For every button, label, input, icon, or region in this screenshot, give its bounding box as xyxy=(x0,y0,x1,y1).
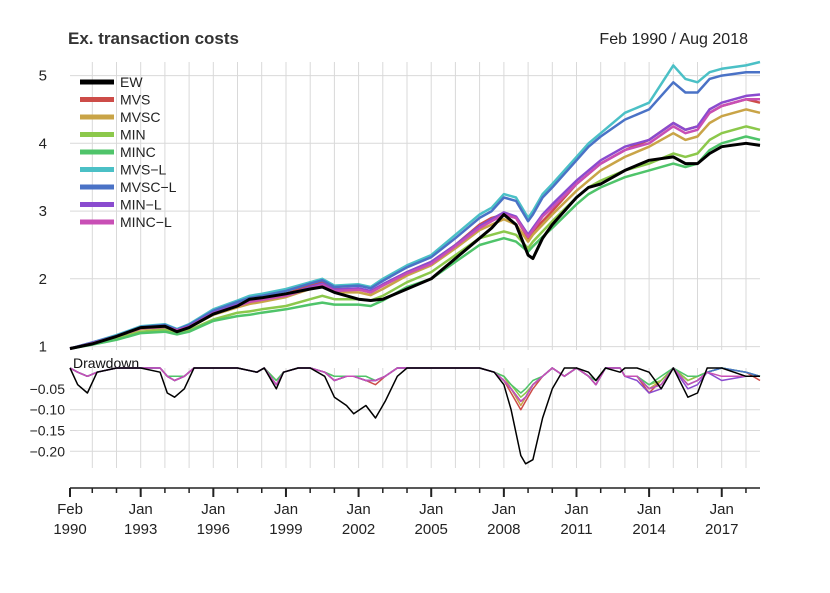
drawdown-title: Drawdown xyxy=(73,355,139,371)
legend-label: MINC−L xyxy=(120,214,172,230)
y-tick-label: 4 xyxy=(39,135,47,152)
x-tick-label: 2011 xyxy=(560,521,592,538)
chart-title: Ex. transaction costs xyxy=(68,29,240,48)
legend-label: MVSC xyxy=(120,109,160,125)
cum-line-minc xyxy=(69,135,761,350)
y-tick-label: 2 xyxy=(39,271,47,288)
x-tick-label: Jan xyxy=(710,501,734,518)
cum-line-mvs-l xyxy=(69,60,761,350)
y-tick-label: 3 xyxy=(39,203,47,220)
cum-line-ew xyxy=(69,141,761,351)
y-tick-label: 5 xyxy=(39,68,47,85)
cum-line-min-l xyxy=(69,93,761,350)
x-tick-label: 1993 xyxy=(124,521,157,538)
legend-label: EW xyxy=(120,74,143,90)
x-tick-label: 1996 xyxy=(197,521,230,538)
dd-y-tick-label: −0.15 xyxy=(30,423,66,439)
legend-label: MIN−L xyxy=(120,197,162,213)
x-tick-label: 2008 xyxy=(487,521,520,538)
x-tick-label: Jan xyxy=(129,501,153,518)
x-tick-label: Jan xyxy=(346,501,370,518)
x-tick-label: 1990 xyxy=(53,521,86,538)
legend-label: MVS xyxy=(120,92,150,108)
x-tick-label: Jan xyxy=(637,501,661,518)
legend-label: MVSC−L xyxy=(120,179,177,195)
x-tick-label: 2002 xyxy=(342,521,375,538)
legend-label: MVS−L xyxy=(120,162,167,178)
x-tick-label: 2017 xyxy=(705,521,738,538)
cum-line-minc-l xyxy=(69,98,760,350)
x-tick-label: Jan xyxy=(419,501,443,518)
x-tick-label: 1999 xyxy=(269,521,302,538)
x-tick-label: 2014 xyxy=(632,521,665,538)
date-range-label: Feb 1990 / Aug 2018 xyxy=(599,31,748,48)
dd-y-tick-label: −0.05 xyxy=(30,381,66,397)
x-tick-label: Jan xyxy=(274,501,298,518)
legend-label: MINC xyxy=(120,144,156,160)
y-tick-label: 1 xyxy=(39,339,47,356)
x-tick-label: 2005 xyxy=(415,521,448,538)
dd-line-ew xyxy=(69,367,760,465)
dd-series xyxy=(69,367,761,465)
cum-line-mvsc-l xyxy=(69,70,760,350)
x-axis xyxy=(69,487,760,497)
legend-label: MIN xyxy=(120,127,146,143)
cum-line-mvsc xyxy=(69,108,761,350)
x-tick-label: Jan xyxy=(564,501,588,518)
x-tick-label: Jan xyxy=(201,501,225,518)
x-tick-label: Jan xyxy=(492,501,516,518)
dd-y-tick-label: −0.20 xyxy=(30,443,66,459)
x-tick-label: Feb xyxy=(57,501,83,518)
dd-y-tick-label: −0.10 xyxy=(30,402,66,418)
grid-lines xyxy=(70,62,760,468)
cum-series xyxy=(69,60,761,351)
